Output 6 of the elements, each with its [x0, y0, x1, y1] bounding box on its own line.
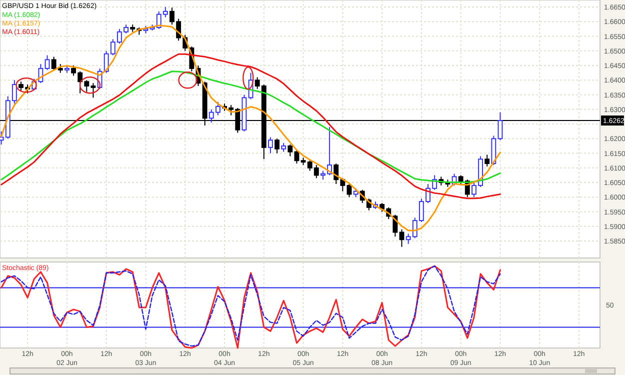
candlestick [399, 228, 404, 248]
candlestick [51, 56, 56, 70]
candlestick [44, 54, 50, 70]
candlestick [274, 138, 280, 154]
candlestick [484, 154, 490, 167]
candlestick [268, 136, 273, 154]
